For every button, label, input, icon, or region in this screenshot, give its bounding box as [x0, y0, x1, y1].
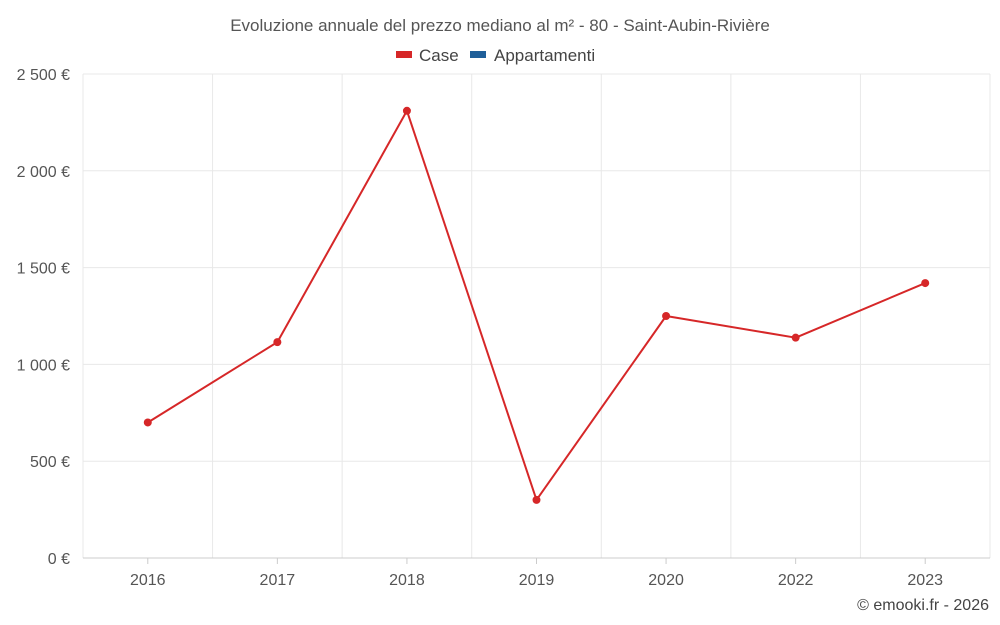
x-axis-tick-labels: 2016 2017 2018 2019 2020 2022 2023	[130, 558, 943, 589]
data-point[interactable]	[662, 312, 671, 320]
legend-swatch-appartamenti	[470, 51, 486, 58]
y-tick-label: 2 000 €	[17, 164, 70, 181]
legend-label-appartamenti: Appartamenti	[494, 46, 595, 65]
x-tick-label: 2019	[519, 572, 555, 589]
x-tick-label: 2018	[389, 572, 425, 589]
y-tick-label: 1 000 €	[17, 357, 70, 374]
data-point[interactable]	[532, 495, 541, 504]
y-axis-tick-labels: 0 € 500 € 1 000 € 1 500 € 2 000 € 2 500 €	[17, 67, 70, 568]
data-point[interactable]	[273, 338, 282, 347]
legend-label-case: Case	[419, 46, 459, 65]
x-tick-label: 2017	[260, 572, 296, 589]
x-tick-label: 2023	[907, 572, 943, 589]
x-tick-label: 2016	[130, 572, 166, 589]
chart-title: Evoluzione annuale del prezzo mediano al…	[230, 16, 770, 35]
x-tick-label: 2022	[778, 572, 814, 589]
legend-item-appartamenti[interactable]: Appartamenti	[470, 46, 595, 65]
credit-text: © emooki.fr - 2026	[857, 597, 989, 614]
x-tick-label: 2020	[648, 572, 684, 589]
data-point[interactable]	[143, 418, 152, 427]
data-point[interactable]	[791, 333, 800, 342]
legend-swatch-case	[396, 51, 412, 58]
y-tick-label: 1 500 €	[17, 261, 70, 278]
data-point[interactable]	[402, 106, 411, 115]
horizontal-gridlines	[83, 73, 990, 462]
vertical-gridlines	[82, 74, 991, 558]
data-point[interactable]	[921, 279, 930, 288]
legend: Case Appartamenti	[396, 46, 595, 65]
y-tick-label: 0 €	[48, 551, 70, 568]
legend-item-case[interactable]: Case	[396, 46, 459, 65]
series-layer	[143, 106, 930, 504]
y-tick-label: 2 500 €	[17, 67, 70, 84]
series-line-case	[147, 109, 926, 501]
y-tick-label: 500 €	[30, 454, 70, 471]
